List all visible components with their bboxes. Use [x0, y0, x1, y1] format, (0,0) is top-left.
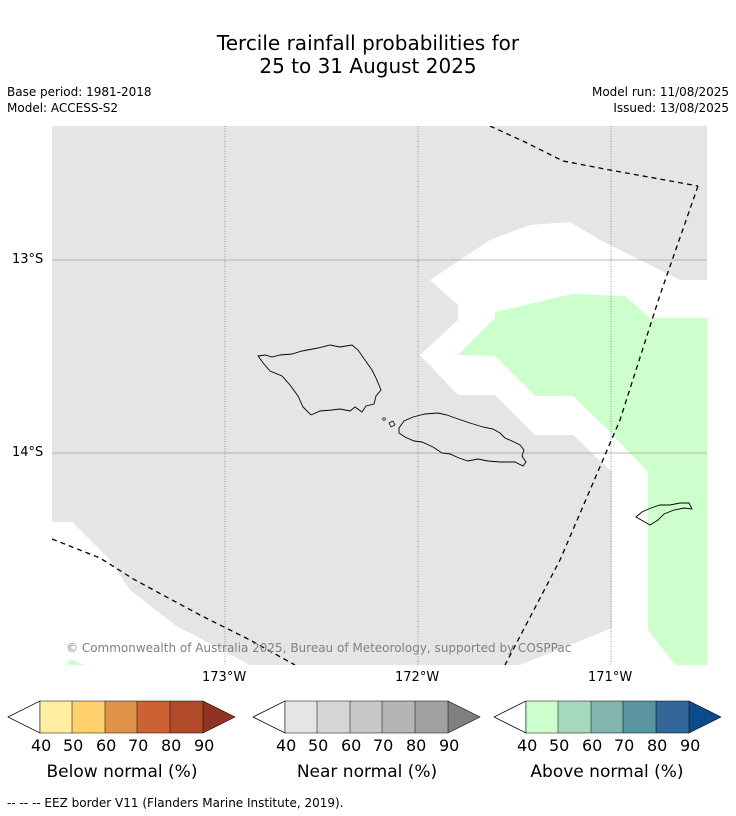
swatch-below-70 [137, 701, 170, 733]
tick-below-40: 40 [31, 736, 52, 755]
eez-border-south [52, 538, 296, 665]
tick-near-50: 50 [308, 736, 329, 755]
swatch-near-40 [285, 701, 318, 733]
tick-near-60: 60 [341, 736, 362, 755]
title-line-2: 25 to 31 August 2025 [259, 54, 477, 78]
swatch-above-70 [623, 701, 656, 733]
near-normal-region-top [52, 126, 88, 137]
swatch-near-50 [317, 701, 350, 733]
island-upolu [398, 412, 527, 467]
colorbar-near-max-arrow [448, 701, 480, 733]
lon-label-172w: 172°W [395, 670, 440, 685]
near-normal-region [52, 126, 707, 665]
colorbar-below-normal [7, 700, 236, 734]
colorbar-near-min-arrow [252, 700, 286, 734]
island-manono [388, 420, 396, 428]
swatch-below-50 [72, 701, 105, 733]
tick-above-60: 60 [582, 736, 603, 755]
model-run: Model run: 11/08/2025 [591, 85, 729, 99]
above-normal-spot [66, 659, 84, 665]
map-credit: © Commonwealth of Australia 2025, Bureau… [66, 641, 572, 655]
tick-below-60: 60 [96, 736, 117, 755]
lat-label-14s: 14°S [12, 445, 44, 460]
swatch-above-40 [526, 701, 559, 733]
above-normal-region [458, 294, 707, 665]
swatch-above-60 [591, 701, 624, 733]
colorbar-above-normal [493, 700, 722, 734]
eez-border-east [504, 185, 699, 665]
lat-label-13s: 13°S [12, 252, 44, 267]
island-apolima [382, 417, 386, 421]
tick-near-40: 40 [276, 736, 297, 755]
colorbar-near-normal [252, 700, 481, 734]
swatch-below-60 [105, 701, 138, 733]
legend-label-above: Above normal (%) [530, 762, 684, 782]
tick-below-70: 70 [128, 736, 149, 755]
swatch-below-40 [40, 701, 73, 733]
swatch-near-80 [415, 701, 448, 733]
tick-above-80: 80 [647, 736, 668, 755]
tick-above-50: 50 [549, 736, 570, 755]
colorbar-below-min-arrow [7, 700, 41, 734]
tick-above-40: 40 [517, 736, 538, 755]
swatch-below-80 [170, 701, 203, 733]
tick-above-90: 90 [680, 736, 701, 755]
legend-label-below: Below normal (%) [46, 762, 198, 782]
tick-near-90: 90 [439, 736, 460, 755]
colorbar-above-max-arrow [689, 701, 721, 733]
legend-label-near: Near normal (%) [296, 762, 438, 782]
colorbar-above-min-arrow [493, 700, 527, 734]
tick-near-80: 80 [406, 736, 427, 755]
swatch-above-80 [656, 701, 689, 733]
colorbar-below-max-arrow [203, 701, 235, 733]
base-period: Base period: 1981-2018 [7, 85, 152, 99]
title-line-1: Tercile rainfall probabilities for [216, 31, 520, 55]
eez-footnote: -- -- -- EEZ border V11 (Flanders Marine… [7, 796, 344, 810]
lon-label-171w: 171°W [588, 670, 633, 685]
tick-below-90: 90 [194, 736, 215, 755]
issued-date: Issued: 13/08/2025 [613, 101, 729, 115]
tick-above-70: 70 [614, 736, 635, 755]
lon-label-173w: 173°W [202, 670, 247, 685]
tick-below-80: 80 [161, 736, 182, 755]
swatch-above-50 [558, 701, 591, 733]
tick-below-50: 50 [63, 736, 84, 755]
island-savaii [257, 344, 382, 416]
swatch-near-60 [350, 701, 383, 733]
model-name: Model: ACCESS-S2 [7, 101, 119, 115]
swatch-near-70 [382, 701, 415, 733]
island-tutuila [635, 502, 693, 526]
tick-near-70: 70 [373, 736, 394, 755]
